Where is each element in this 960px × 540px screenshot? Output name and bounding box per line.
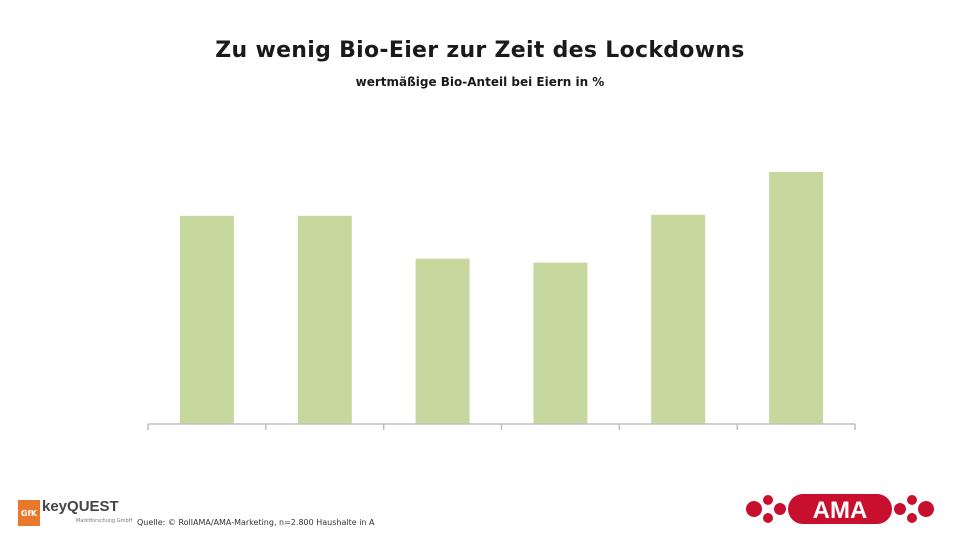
bar-5 <box>651 214 706 424</box>
ama-badge <box>788 494 892 524</box>
gfk-logo: GfK <box>18 500 40 526</box>
page-title: Zu wenig Bio-Eier zur Zeit des Lockdowns <box>215 38 745 63</box>
ama-ornament-right <box>894 495 934 523</box>
keyquest-logo: GfK keyQUEST Marktforschung GmbH <box>18 498 132 526</box>
chart-subtitle: wertmäßige Bio-Anteil bei Eiern in % <box>355 75 605 89</box>
keyquest-quest: QUEST <box>67 498 119 515</box>
keyquest-wordmark: keyQUEST <box>42 498 119 515</box>
bar-2 <box>297 215 352 424</box>
bar-1 <box>179 215 234 424</box>
keyquest-subline: Marktforschung GmbH <box>76 518 133 524</box>
bar-3 <box>415 258 470 424</box>
ama-ornament-left <box>746 495 786 523</box>
ama-logo: AMA <box>746 494 934 524</box>
keyquest-key: key <box>42 498 68 515</box>
ama-text: AMA <box>813 497 868 524</box>
source-note: Quelle: © RollAMA/AMA-Marketing, n=2.800… <box>137 518 375 527</box>
bar-4 <box>533 262 588 424</box>
bar-6 <box>769 172 824 424</box>
